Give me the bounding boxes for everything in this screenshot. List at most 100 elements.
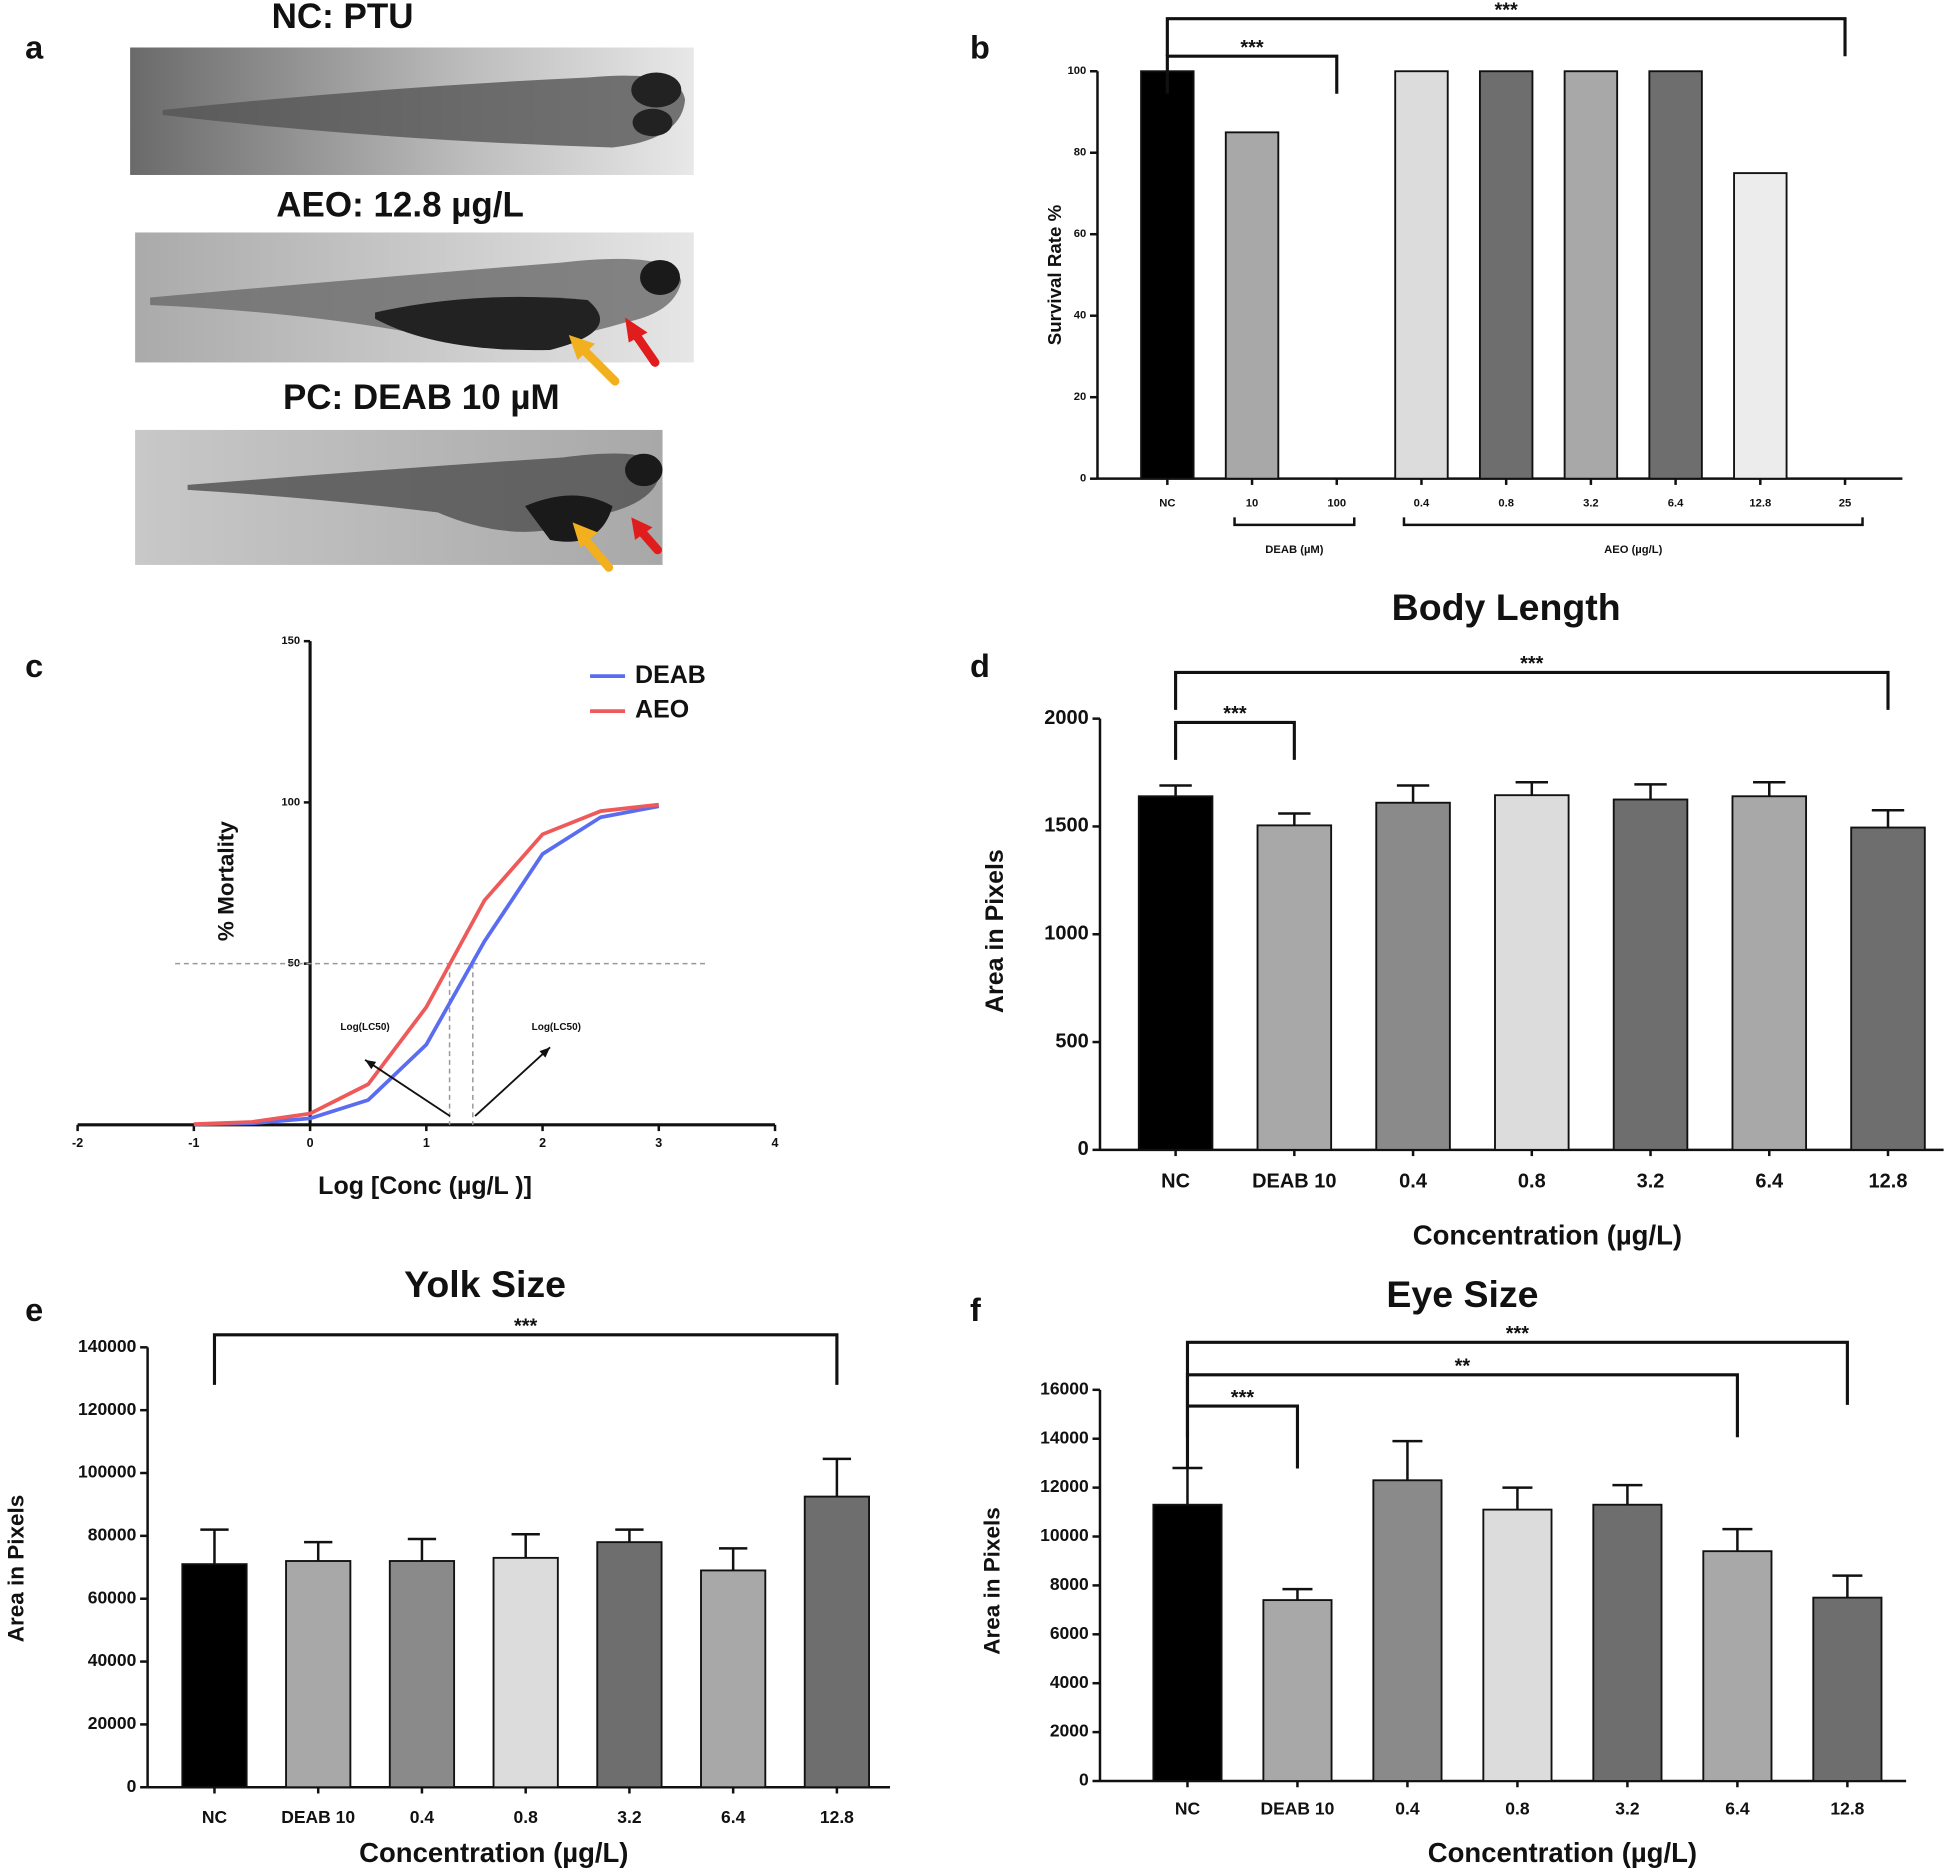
x-tick-label: 6.4 bbox=[1725, 1798, 1750, 1818]
annotation: Log(LC50) bbox=[532, 1022, 581, 1033]
y-tick-label: 100000 bbox=[78, 1462, 136, 1482]
error-bar bbox=[1159, 784, 1192, 797]
annotation: Log(LC50) bbox=[340, 1022, 389, 1033]
y-tick-label: 100 bbox=[1067, 65, 1086, 77]
bar bbox=[1140, 70, 1195, 480]
significance-bracket bbox=[1185, 1404, 1300, 1469]
x-tick-label: 10 bbox=[1246, 498, 1259, 510]
y-tick-label: 40 bbox=[1074, 310, 1087, 322]
legend-label: DEAB bbox=[635, 661, 706, 689]
y-tick-label: 80 bbox=[1074, 147, 1087, 159]
y-tick-label: 1000 bbox=[1044, 923, 1088, 945]
error-bar bbox=[1172, 1466, 1203, 1505]
fish-eye bbox=[625, 453, 663, 487]
error-bar bbox=[1392, 1439, 1423, 1481]
y-axis-label: Area in Pixels bbox=[981, 849, 1009, 1013]
error-bar bbox=[200, 1528, 229, 1565]
panel-label: b bbox=[970, 30, 990, 66]
error-bar bbox=[1612, 1483, 1643, 1505]
y-tick-label: 10000 bbox=[1040, 1525, 1089, 1545]
y-tick-label: 20 bbox=[1074, 391, 1087, 403]
y-tick-label: 60 bbox=[1074, 228, 1087, 240]
y-tick-label: 40000 bbox=[88, 1650, 137, 1670]
x-tick-label: 12.8 bbox=[1869, 1171, 1908, 1193]
y-tick-label: 14000 bbox=[1040, 1427, 1089, 1447]
bar bbox=[1612, 798, 1689, 1151]
panel-label: c bbox=[25, 648, 43, 684]
x-tick-label: 0.8 bbox=[514, 1807, 539, 1827]
significance-label: *** bbox=[514, 1316, 538, 1338]
x-axis-label: Concentration (µg/L) bbox=[1413, 1220, 1682, 1251]
y-tick-label: 150 bbox=[281, 635, 300, 647]
fish-images: NC: PTU AEO: 12.8 µg/L PC: DEAB 10 µM bbox=[130, 0, 694, 572]
error-bar bbox=[822, 1457, 852, 1497]
error-bar bbox=[1871, 809, 1905, 828]
line-series bbox=[193, 804, 660, 1127]
bar bbox=[1137, 795, 1214, 1151]
x-tick-label: 0.8 bbox=[1518, 1171, 1546, 1193]
image-caption: AEO: 12.8 µg/L bbox=[276, 186, 524, 225]
group-bracket bbox=[1402, 517, 1864, 527]
x-tick-label: 6.4 bbox=[1755, 1171, 1783, 1193]
x-tick-label: 0.4 bbox=[1395, 1798, 1420, 1818]
bar bbox=[1375, 801, 1451, 1151]
y-tick-label: 2000 bbox=[1050, 1721, 1089, 1741]
bar bbox=[181, 1563, 248, 1789]
significance-label: *** bbox=[1520, 653, 1544, 675]
x-tick-label: 0.8 bbox=[1505, 1798, 1530, 1818]
bar bbox=[596, 1541, 663, 1789]
bar bbox=[1478, 70, 1534, 480]
bar bbox=[1152, 1503, 1223, 1782]
significance-label: ** bbox=[1455, 1356, 1471, 1378]
significance-label: *** bbox=[1231, 1387, 1255, 1409]
fish-eye bbox=[631, 72, 682, 108]
panel-label: e bbox=[25, 1292, 43, 1328]
bar bbox=[1394, 70, 1449, 480]
bar bbox=[388, 1560, 456, 1789]
bar bbox=[285, 1560, 352, 1789]
error-bar bbox=[1634, 783, 1667, 800]
bar bbox=[700, 1569, 767, 1789]
bar bbox=[1372, 1479, 1443, 1782]
arrowhead bbox=[572, 522, 598, 548]
error-bar bbox=[511, 1533, 540, 1558]
y-tick-label: 12000 bbox=[1040, 1476, 1089, 1496]
group-label: DEAB (µM) bbox=[1265, 544, 1324, 556]
y-axis-label: Survival Rate % bbox=[1044, 204, 1065, 345]
x-tick-label: 3.2 bbox=[1583, 498, 1599, 510]
x-tick-label: NC bbox=[1175, 1798, 1201, 1818]
bar bbox=[1733, 172, 1788, 480]
fish-eye bbox=[632, 108, 673, 137]
line-series bbox=[193, 802, 659, 1126]
y-tick-label: 120000 bbox=[78, 1399, 136, 1419]
arrowhead bbox=[365, 1059, 377, 1070]
legend-label: AEO bbox=[635, 696, 689, 724]
y-tick-label: 16000 bbox=[1040, 1378, 1089, 1398]
y-axis-label: Area in Pixels bbox=[4, 1495, 29, 1642]
x-tick-label: -2 bbox=[72, 1136, 83, 1150]
bar bbox=[1262, 1599, 1333, 1782]
chart-title: Body Length bbox=[1392, 586, 1621, 628]
bar bbox=[803, 1495, 870, 1789]
y-tick-label: 0 bbox=[1078, 1138, 1089, 1160]
y-tick-label: 100 bbox=[281, 796, 300, 808]
fish-yolk bbox=[375, 296, 601, 351]
error-bar bbox=[1396, 784, 1430, 803]
bar bbox=[1731, 795, 1808, 1151]
error-bar bbox=[1502, 1486, 1533, 1510]
significance-bracket bbox=[212, 1333, 839, 1385]
arrowhead bbox=[631, 517, 653, 540]
x-tick-label: 0 bbox=[307, 1136, 314, 1150]
error-bar bbox=[1515, 781, 1548, 796]
x-tick-label: 12.8 bbox=[1749, 498, 1771, 510]
bar bbox=[1482, 1508, 1553, 1782]
x-axis-label: Concentration (µg/L) bbox=[1428, 1837, 1697, 1868]
x-tick-label: 3.2 bbox=[617, 1807, 642, 1827]
x-tick-label: 1 bbox=[423, 1136, 430, 1150]
x-tick-label: 3.2 bbox=[1637, 1171, 1665, 1193]
x-tick-label: DEAB 10 bbox=[1261, 1798, 1335, 1818]
y-tick-label: 20000 bbox=[88, 1713, 137, 1733]
x-tick-label: DEAB 10 bbox=[1252, 1171, 1336, 1193]
panel-label: d bbox=[970, 648, 990, 684]
